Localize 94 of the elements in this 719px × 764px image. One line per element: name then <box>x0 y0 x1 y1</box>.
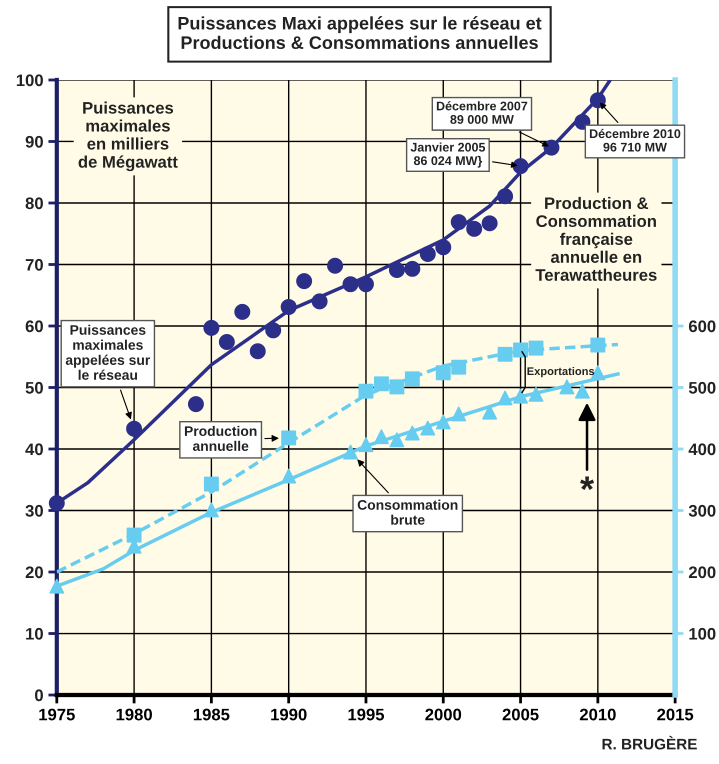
x-tick-label: 1975 <box>39 708 75 720</box>
y2-tick-label: 400 <box>688 443 716 456</box>
point <box>482 404 498 420</box>
point <box>204 476 219 492</box>
point <box>404 426 420 440</box>
point <box>327 258 344 274</box>
point <box>420 420 436 436</box>
point <box>234 304 250 320</box>
point <box>250 343 266 360</box>
x-tick-label: 1990 <box>271 708 307 720</box>
y-tick-label: 100 <box>16 74 43 86</box>
point <box>436 365 451 380</box>
point <box>498 390 513 406</box>
y-tick-label: 90 <box>26 136 43 148</box>
point <box>497 188 514 204</box>
point <box>280 298 297 315</box>
point <box>358 384 374 399</box>
chart-title: Puissances Maxi appelées sur le réseau et Productions & Consommations annuelles <box>178 16 542 50</box>
point <box>374 376 389 392</box>
y2-tick-label: 600 <box>688 320 716 332</box>
point <box>528 340 544 356</box>
text: Consommation brute <box>358 500 458 525</box>
point <box>574 114 590 130</box>
point <box>559 379 574 394</box>
point <box>590 338 606 353</box>
point <box>436 414 451 430</box>
point <box>512 158 529 174</box>
point <box>420 246 436 262</box>
point <box>435 239 452 256</box>
point <box>513 342 528 358</box>
point <box>466 220 482 237</box>
point <box>482 215 498 232</box>
annotation: Décembre 2007 89 000 MW <box>436 101 528 124</box>
point <box>126 528 142 543</box>
series-label: Production annuelle <box>184 426 256 451</box>
y-tick-label: 50 <box>26 382 43 394</box>
x-tick-label: 2005 <box>502 708 539 720</box>
y-tick-label: 0 <box>34 689 43 702</box>
point <box>450 214 467 230</box>
annotation: * <box>580 476 594 490</box>
x-tick-label: 1980 <box>116 708 152 720</box>
point <box>590 92 606 108</box>
text: Puissances maximales appelées sur le réseau <box>66 324 150 380</box>
y2-axis-title: Production & Consommation française annuelle en Terawattheures <box>536 196 657 281</box>
point <box>358 437 374 452</box>
y2-tick-label: 300 <box>688 504 716 517</box>
y2-tick-label: 100 <box>689 628 716 640</box>
y2-tick-label: 200 <box>688 566 716 578</box>
y-tick-label: 60 <box>26 320 43 332</box>
point <box>543 140 560 156</box>
annotation: Janvier 2005 86 024 MW} <box>410 142 486 168</box>
point <box>203 320 220 336</box>
x-tick-label: 2010 <box>580 708 616 720</box>
point <box>498 346 513 362</box>
y-axis-title: Puissances maximales en milliers de Mégawatt <box>78 102 178 172</box>
point <box>528 386 544 402</box>
point <box>342 276 358 292</box>
y-tick-label: 20 <box>26 566 43 578</box>
y-tick-label: 70 <box>26 258 43 271</box>
point <box>188 396 204 412</box>
y-tick-label: 80 <box>26 197 43 210</box>
point <box>343 444 358 460</box>
point <box>204 502 219 518</box>
point <box>374 429 389 444</box>
point <box>281 430 296 446</box>
point <box>48 495 65 512</box>
text: R. BRUGÈRE <box>602 736 697 750</box>
y-tick-label: 10 <box>26 628 43 640</box>
x-tick-label: 2015 <box>657 708 694 720</box>
y-tick-label: 30 <box>25 504 43 517</box>
point <box>389 379 404 394</box>
y-tick-label: 40 <box>25 443 43 456</box>
point <box>265 322 282 338</box>
point <box>281 468 296 484</box>
point <box>404 260 420 277</box>
x-tick-label: 1995 <box>348 708 384 720</box>
point <box>389 432 404 448</box>
point <box>404 371 420 386</box>
x-tick-label: 1985 <box>194 708 230 720</box>
point <box>451 360 466 375</box>
point <box>513 388 528 404</box>
point <box>126 420 142 437</box>
point <box>49 578 64 594</box>
point <box>218 334 235 350</box>
point <box>451 406 466 422</box>
point <box>358 276 374 292</box>
y2-tick-label: 500 <box>688 382 716 394</box>
x-tick-label: 2000 <box>425 708 462 720</box>
point <box>388 262 405 278</box>
annotation: Exportations <box>527 366 594 378</box>
point <box>296 273 312 290</box>
point <box>312 293 328 310</box>
point <box>574 384 590 399</box>
annotation: Décembre 2010 96 710 MW <box>590 128 680 152</box>
